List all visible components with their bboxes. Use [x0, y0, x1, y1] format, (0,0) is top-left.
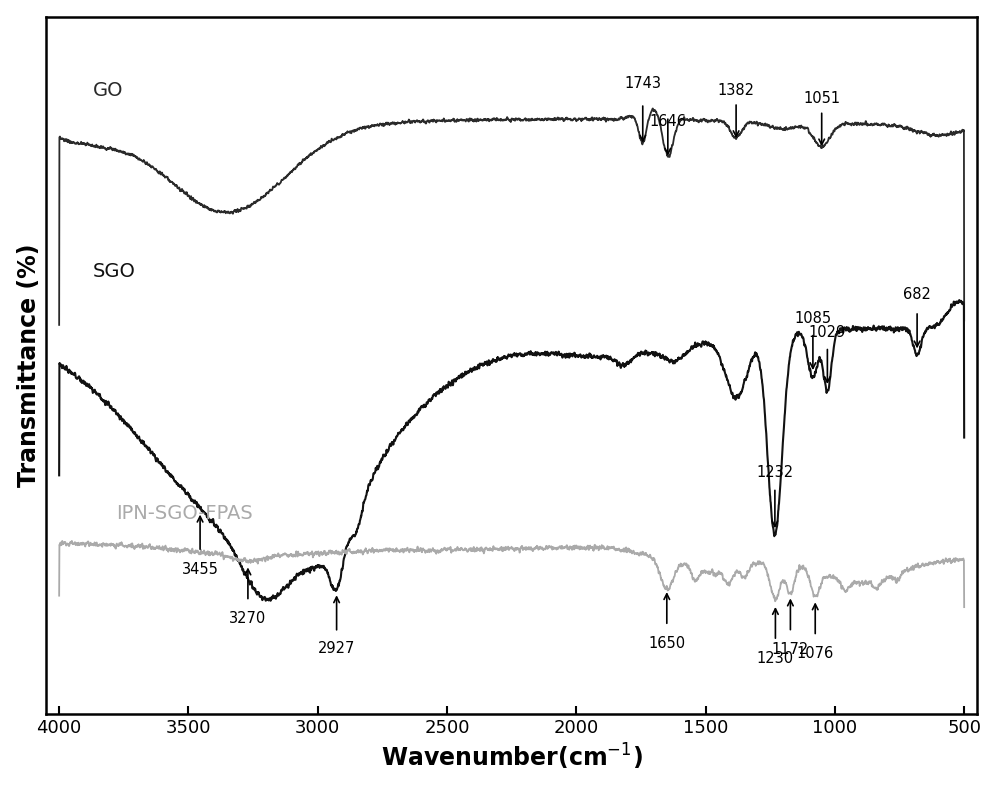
Text: 3270: 3270: [229, 611, 267, 626]
Text: 1029: 1029: [809, 325, 846, 340]
Text: IPN-SGO-FPAS: IPN-SGO-FPAS: [116, 503, 253, 522]
Text: 1646: 1646: [649, 114, 686, 129]
X-axis label: Wavenumber(cm$^{-1}$): Wavenumber(cm$^{-1}$): [381, 742, 643, 772]
Text: 1230: 1230: [757, 651, 794, 666]
Text: SGO: SGO: [93, 263, 136, 282]
Text: 682: 682: [903, 287, 931, 302]
Text: 1076: 1076: [797, 646, 834, 661]
Text: 2927: 2927: [318, 641, 355, 656]
Text: 1085: 1085: [794, 311, 831, 326]
Text: 1232: 1232: [756, 465, 793, 480]
Text: 1051: 1051: [803, 91, 840, 106]
Text: 3455: 3455: [182, 562, 219, 577]
Text: GO: GO: [93, 81, 123, 100]
Text: 1382: 1382: [718, 83, 755, 98]
Text: 1743: 1743: [624, 77, 661, 92]
Text: 1650: 1650: [648, 636, 685, 651]
Y-axis label: Transmittance (%): Transmittance (%): [17, 244, 41, 487]
Text: 1172: 1172: [772, 642, 809, 657]
